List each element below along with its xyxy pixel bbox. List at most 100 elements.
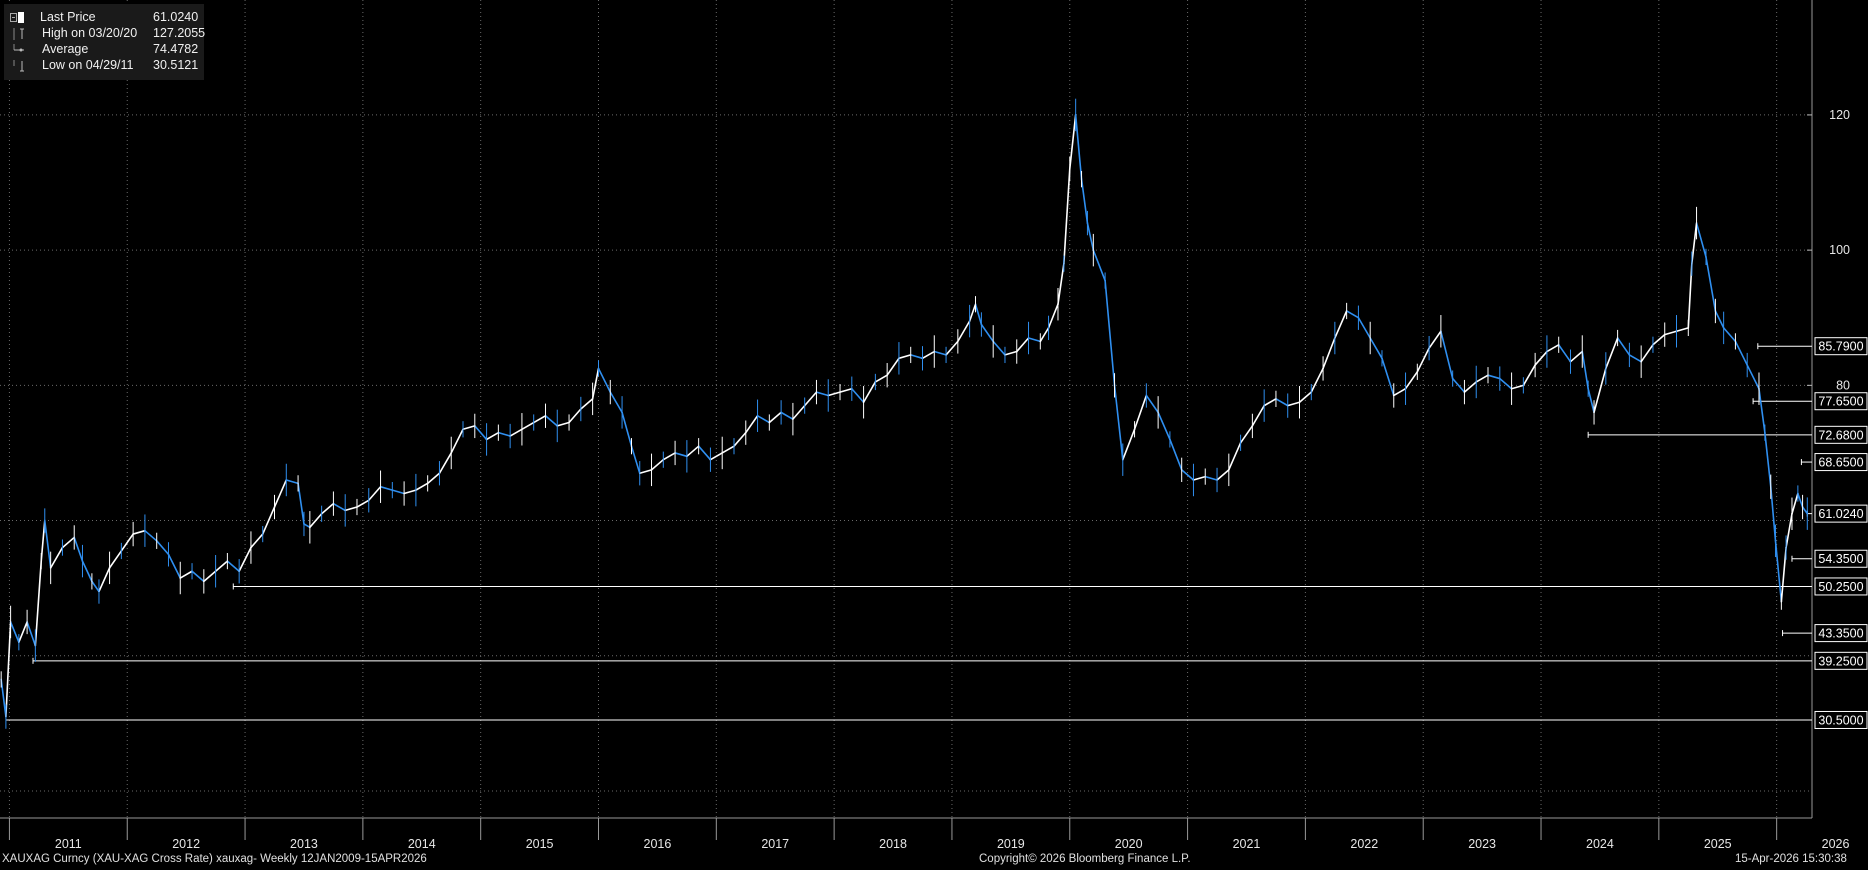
x-tick-label: 2017	[761, 837, 789, 851]
price-segment	[367, 485, 382, 502]
level-value-label: 39.2500	[1818, 654, 1863, 668]
price-segment	[1298, 391, 1313, 404]
price-segment	[1695, 222, 1707, 258]
price-segment	[1080, 178, 1089, 224]
footer-copyright: Copyright© 2026 Bloomberg Finance L.P.	[979, 853, 1191, 865]
x-tick-label: 2026	[1822, 837, 1850, 851]
price-segment	[1428, 330, 1442, 349]
high-marker-icon	[13, 28, 24, 40]
price-segment	[18, 621, 28, 644]
price-segment	[1746, 364, 1760, 390]
price-segment	[792, 404, 806, 420]
price-segment	[34, 560, 43, 647]
price-segment	[521, 421, 535, 431]
price-segment	[61, 536, 76, 549]
x-tick-label: 2025	[1704, 837, 1732, 851]
price-segment	[591, 367, 600, 400]
price-segment	[1522, 364, 1536, 387]
price-segment	[1334, 310, 1348, 339]
price-segment	[1157, 411, 1171, 441]
price-segment	[1381, 357, 1395, 397]
x-tick-label: 2014	[408, 837, 436, 851]
level-value-label: 61.0240	[1818, 507, 1863, 521]
price-segment	[73, 536, 84, 562]
price-segment	[1797, 492, 1804, 508]
price-segment	[909, 354, 924, 360]
legend-average-label: Average	[42, 42, 89, 56]
price-segment	[1758, 387, 1766, 434]
price-segment	[780, 411, 794, 420]
price-segment	[862, 381, 877, 404]
price-segment	[1275, 398, 1289, 407]
price-segment	[1180, 469, 1195, 481]
price-segment	[1404, 371, 1419, 390]
price-segment	[497, 431, 511, 437]
price-segment	[155, 540, 170, 556]
price-segment	[968, 303, 977, 322]
price-segment	[609, 391, 623, 414]
chart-legend: Last Price 61.0240 High on 03/20/20 127.…	[4, 4, 205, 80]
x-tick-label: 2022	[1350, 837, 1378, 851]
price-segment	[1286, 401, 1301, 407]
price-segment	[721, 445, 735, 454]
x-tick-label: 2011	[55, 837, 82, 851]
price-segment	[744, 414, 759, 434]
x-tick-label: 2023	[1468, 837, 1496, 851]
price-segment	[1675, 327, 1690, 333]
price-segment	[1216, 469, 1230, 481]
price-segment	[203, 570, 217, 583]
price-segment	[815, 391, 830, 397]
x-tick-label: 2015	[526, 837, 554, 851]
level-label-box	[1814, 577, 1868, 596]
price-segment	[1691, 222, 1698, 265]
price-segment	[1663, 330, 1678, 336]
legend-low[interactable]: Low on 04/29/11 30.5121	[10, 58, 202, 74]
price-segment	[1027, 337, 1042, 343]
level-value-label: 77.6500	[1818, 395, 1863, 409]
legend-last-price[interactable]: Last Price 61.0240	[10, 10, 202, 26]
price-segment	[261, 506, 276, 535]
price-segment	[1546, 343, 1560, 353]
level-value-label: 85.7900	[1818, 340, 1863, 354]
price-segment	[1057, 262, 1065, 306]
price-segment	[1092, 249, 1106, 282]
price-segment	[462, 425, 476, 431]
price-segment	[1475, 374, 1489, 383]
legend-high[interactable]: High on 03/20/20 127.2055	[10, 26, 205, 42]
level-value-label: 50.2500	[1818, 580, 1863, 594]
price-segment	[132, 529, 146, 535]
price-segment	[1204, 475, 1218, 481]
price-segment	[898, 354, 912, 360]
price-segment	[1605, 337, 1619, 370]
level-value-label: 72.6800	[1818, 428, 1863, 442]
price-segment	[320, 502, 335, 515]
price-segment	[674, 452, 688, 458]
price-segment	[1510, 384, 1525, 390]
price-segment	[297, 482, 305, 525]
price-segment	[1722, 327, 1737, 343]
price-segment	[391, 489, 405, 495]
level-label-box	[1814, 425, 1868, 444]
price-segment	[756, 414, 771, 424]
price-segment	[1581, 350, 1589, 390]
y-tick-label: 120	[1829, 108, 1850, 122]
x-tick-label: 2018	[879, 837, 907, 851]
price-segment	[697, 445, 712, 461]
price-segment	[733, 431, 747, 447]
price-segment	[344, 506, 358, 512]
price-segment	[1228, 442, 1242, 471]
price-segment	[1015, 337, 1030, 353]
level-label-box	[1814, 337, 1868, 356]
price-segment	[957, 320, 971, 343]
price-segment	[379, 485, 394, 491]
price-segment	[509, 428, 523, 437]
legend-average[interactable]: Average 74.4782	[10, 42, 202, 58]
price-segment	[285, 479, 299, 485]
price-segment	[1357, 316, 1371, 339]
price-segment	[544, 414, 559, 427]
price-segment	[1440, 330, 1454, 380]
level-label-box	[1814, 624, 1868, 643]
price-segment	[191, 570, 205, 583]
legend-low-label: Low on 04/29/11	[42, 58, 134, 72]
